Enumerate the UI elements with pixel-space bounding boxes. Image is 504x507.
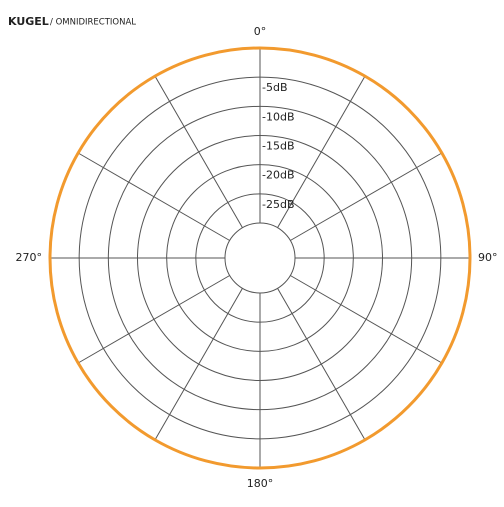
grid-circle	[107, 105, 413, 411]
r-tick-label: -25dB	[262, 198, 295, 211]
theta-tick-label: 270°	[16, 251, 43, 264]
r-tick-label: -20dB	[262, 169, 295, 182]
theta-tick-label: 180°	[247, 477, 274, 490]
theta-tick-label: 90°	[478, 251, 498, 264]
chart-subtitle: / OMNIDIRECTIONAL	[50, 18, 136, 28]
grid-circle	[137, 135, 383, 381]
grid-circle	[195, 193, 325, 323]
r-tick-label: -5dB	[262, 81, 288, 94]
inner-circle	[224, 222, 296, 294]
r-tick-label: -15dB	[262, 140, 295, 153]
grid-circle	[166, 164, 354, 352]
chart-title: KUGEL	[8, 15, 49, 28]
r-tick-label: -10dB	[262, 110, 295, 123]
theta-tick-label: 0°	[254, 25, 267, 38]
polar-pattern	[48, 46, 472, 470]
grid-circle	[78, 76, 442, 440]
